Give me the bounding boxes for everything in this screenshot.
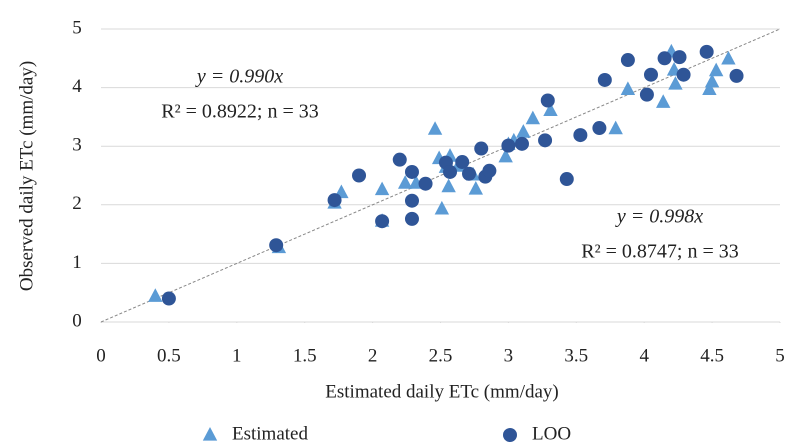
point [501,138,516,153]
annotation: R² = 0.8922; n = 33 [161,101,318,123]
point [269,238,284,253]
point [643,67,658,82]
legend-marker [202,427,218,441]
point [374,181,390,196]
y-axis-label: Observed daily ETc (mm/day) [16,61,37,291]
point [538,133,553,148]
x-tick-label: 3 [504,345,514,366]
point [397,175,413,189]
point [498,148,513,163]
annotation: R² = 0.8747; n = 33 [581,241,738,263]
point [375,214,390,229]
point [404,193,419,208]
point [482,163,497,178]
y-tick-label: 2 [72,193,82,214]
y-tick-label: 1 [72,252,82,273]
point [657,51,672,66]
x-tick-label: 2 [368,345,378,366]
point [514,136,529,151]
point [668,76,683,90]
point [540,93,555,108]
y-tick-label: 0 [72,310,82,331]
point [672,50,687,65]
point [704,73,720,88]
x-tick-label: 1.5 [293,345,317,366]
x-tick-label: 4.5 [700,345,724,366]
annotation: y = 0.990x [195,66,283,88]
y-tick-label: 4 [72,76,82,97]
point [597,72,612,87]
point [620,81,636,95]
point [468,180,484,195]
point [620,53,635,68]
point [474,141,489,156]
x-tick-label: 1 [232,345,242,366]
annotation: y = 0.998x [615,206,703,228]
point [676,67,691,82]
point [708,62,724,77]
x-tick-label: 5 [775,345,785,366]
point [404,164,419,179]
point [592,121,607,136]
y-tick-label: 3 [72,135,82,156]
x-tick-label: 2.5 [429,345,453,366]
x-tick-label: 0.5 [157,345,181,366]
point [455,155,470,170]
point [418,176,433,191]
point [721,50,736,65]
legend-label: Estimated [232,423,308,444]
point [327,193,342,208]
legend-label: LOO [532,423,571,444]
point [161,291,176,306]
x-tick-label: 4 [639,345,649,366]
point [404,211,419,226]
point [573,128,588,143]
point [443,164,458,179]
point [639,87,654,102]
point [352,168,367,183]
point [702,81,717,95]
x-tick-label: 0 [96,345,106,366]
point [543,102,558,117]
point [516,124,531,138]
point [699,44,714,59]
legend-marker [503,428,517,442]
point [392,152,407,167]
x-axis-label: Estimated daily ETc (mm/day) [325,381,558,402]
point [462,166,477,181]
x-tick-label: 3.5 [564,345,588,366]
point [608,120,623,135]
point [525,110,541,125]
point [729,68,744,83]
point [559,172,574,187]
point [427,121,443,135]
point [441,178,456,193]
point [434,200,450,215]
y-tick-label: 5 [72,17,82,38]
one-to-one-line [100,28,781,323]
point [656,94,671,108]
point [148,288,163,302]
